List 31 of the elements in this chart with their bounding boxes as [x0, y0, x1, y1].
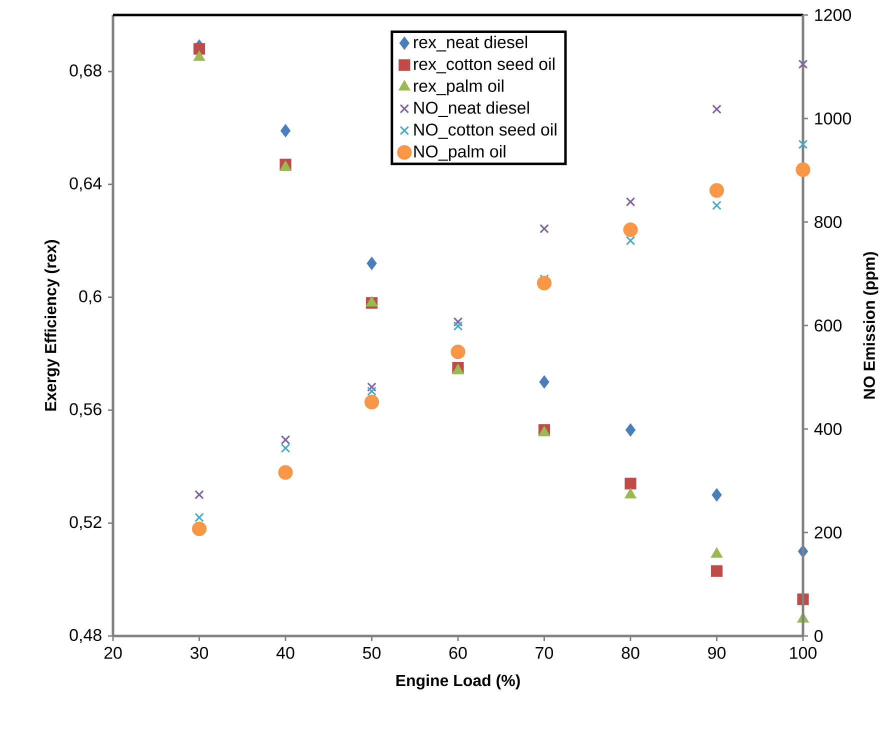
- legend-label: NO_neat diesel: [414, 101, 529, 118]
- x-axis-title: Engine Load (%): [396, 674, 520, 690]
- x-tick-label: 70: [536, 646, 554, 659]
- x-tick-label: 80: [622, 646, 640, 659]
- x-tick-label: 30: [190, 646, 208, 659]
- y-axis-title: Exergy Efficiency (rex): [44, 240, 60, 411]
- y2-tick-label: 400: [814, 422, 842, 436]
- y-tick-label: 0,68: [70, 64, 102, 78]
- x-tick-label: 50: [362, 646, 381, 659]
- y-tick-label: 0,52: [70, 516, 102, 530]
- y-tick-label: 0,56: [70, 403, 102, 418]
- x-tick-label: 100: [790, 646, 817, 659]
- y2-tick-label: 1000: [815, 112, 852, 125]
- legend-label: rex_cotton seed oil: [414, 58, 554, 74]
- x-tick-label: 90: [708, 646, 726, 659]
- y2-tick-label: 200: [814, 526, 842, 539]
- y-tick-label: 0,48: [70, 628, 102, 644]
- y2-tick-label: 600: [814, 319, 842, 332]
- legend-label: NO_cotton seed oil: [414, 123, 556, 139]
- legend-label: rex_palm oil: [414, 79, 504, 96]
- x-tick-label: 60: [449, 646, 467, 659]
- y2-axis-title: NO Emission (ppm): [863, 252, 878, 399]
- legend-label: rex_neat diesel: [414, 36, 528, 52]
- x-tick-label: 40: [276, 646, 294, 659]
- y2-tick-label: 0: [814, 630, 823, 642]
- x-tick-label: 20: [104, 646, 122, 659]
- y2-tick-label: 1200: [815, 8, 852, 22]
- y-tick-label: 0,6: [79, 290, 102, 304]
- y2-tick-label: 800: [814, 216, 842, 228]
- legend-label: NO_palm oil: [414, 145, 506, 161]
- y-tick-label: 0,64: [70, 177, 102, 192]
